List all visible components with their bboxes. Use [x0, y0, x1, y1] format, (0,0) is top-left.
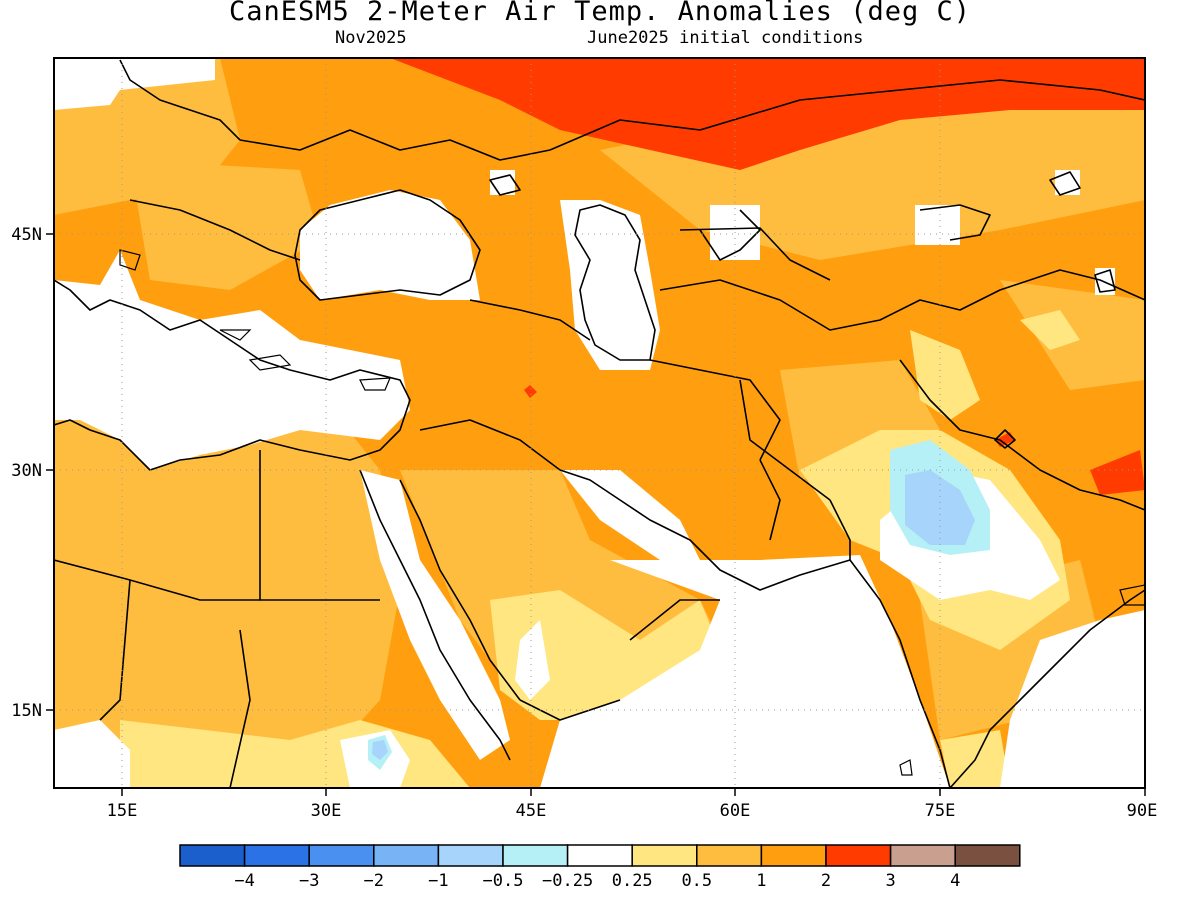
lat-label-30n: 30N [11, 461, 42, 481]
colorbar-label: 0.5 [681, 871, 712, 891]
lon-label-60e: 60E [720, 801, 751, 821]
colorbar-swatch [566, 844, 633, 867]
lat-label-15n: 15N [11, 701, 42, 721]
map-title: CanESM5 2-Meter Air Temp. Anomalies (deg… [229, 0, 971, 27]
colorbar-label: −3 [299, 871, 319, 891]
colorbar-swatch [373, 844, 440, 867]
colorbar-swatch [631, 844, 698, 867]
colorbar-label: 4 [950, 871, 960, 891]
lon-label-30e: 30E [311, 801, 342, 821]
colorbar-swatch [308, 844, 375, 867]
forecast-month-label: Nov2025 [335, 28, 407, 48]
colorbar-swatch [437, 844, 504, 867]
colorbar-label: −0.25 [542, 871, 593, 891]
negative-anomaly-regions [368, 440, 990, 770]
near-zero-regions [54, 58, 1145, 788]
lon-label-90e: 90E [1127, 801, 1158, 821]
initial-conditions-label: June2025 initial conditions [587, 28, 864, 48]
colorbar-swatch [696, 844, 763, 867]
color-legend: −4 −3 −2 −1 −0.5 −0.25 0.25 0.5 1 2 3 4 [179, 844, 1021, 891]
colorbar-swatch [243, 844, 310, 867]
colorbar-swatch [760, 844, 827, 867]
lon-label-15e: 15E [107, 801, 138, 821]
colorbar-label: −2 [364, 871, 384, 891]
colorbar-swatch [179, 844, 246, 867]
lat-label-45n: 45N [11, 225, 42, 245]
colorbar-swatch [502, 844, 569, 867]
axis-ticks [46, 233, 1146, 796]
map-plot-area [54, 58, 1145, 788]
colorbar-label: 2 [821, 871, 831, 891]
coastlines-and-borders [54, 59, 1145, 788]
lon-label-45e: 45E [516, 801, 547, 821]
colorbar-swatch [889, 844, 956, 867]
colorbar-label: −4 [234, 871, 254, 891]
colorbar-swatch [825, 844, 892, 867]
colorbar-swatch [954, 844, 1021, 867]
colorbar-label: 0.25 [612, 871, 653, 891]
lon-label-75e: 75E [925, 801, 956, 821]
colorbar-label: −0.5 [483, 871, 524, 891]
map-frame [53, 57, 1146, 789]
colorbar-label: 1 [756, 871, 766, 891]
islands-outlines [119, 249, 1145, 776]
colorbar-label: 3 [885, 871, 895, 891]
colorbar-label: −1 [428, 871, 448, 891]
